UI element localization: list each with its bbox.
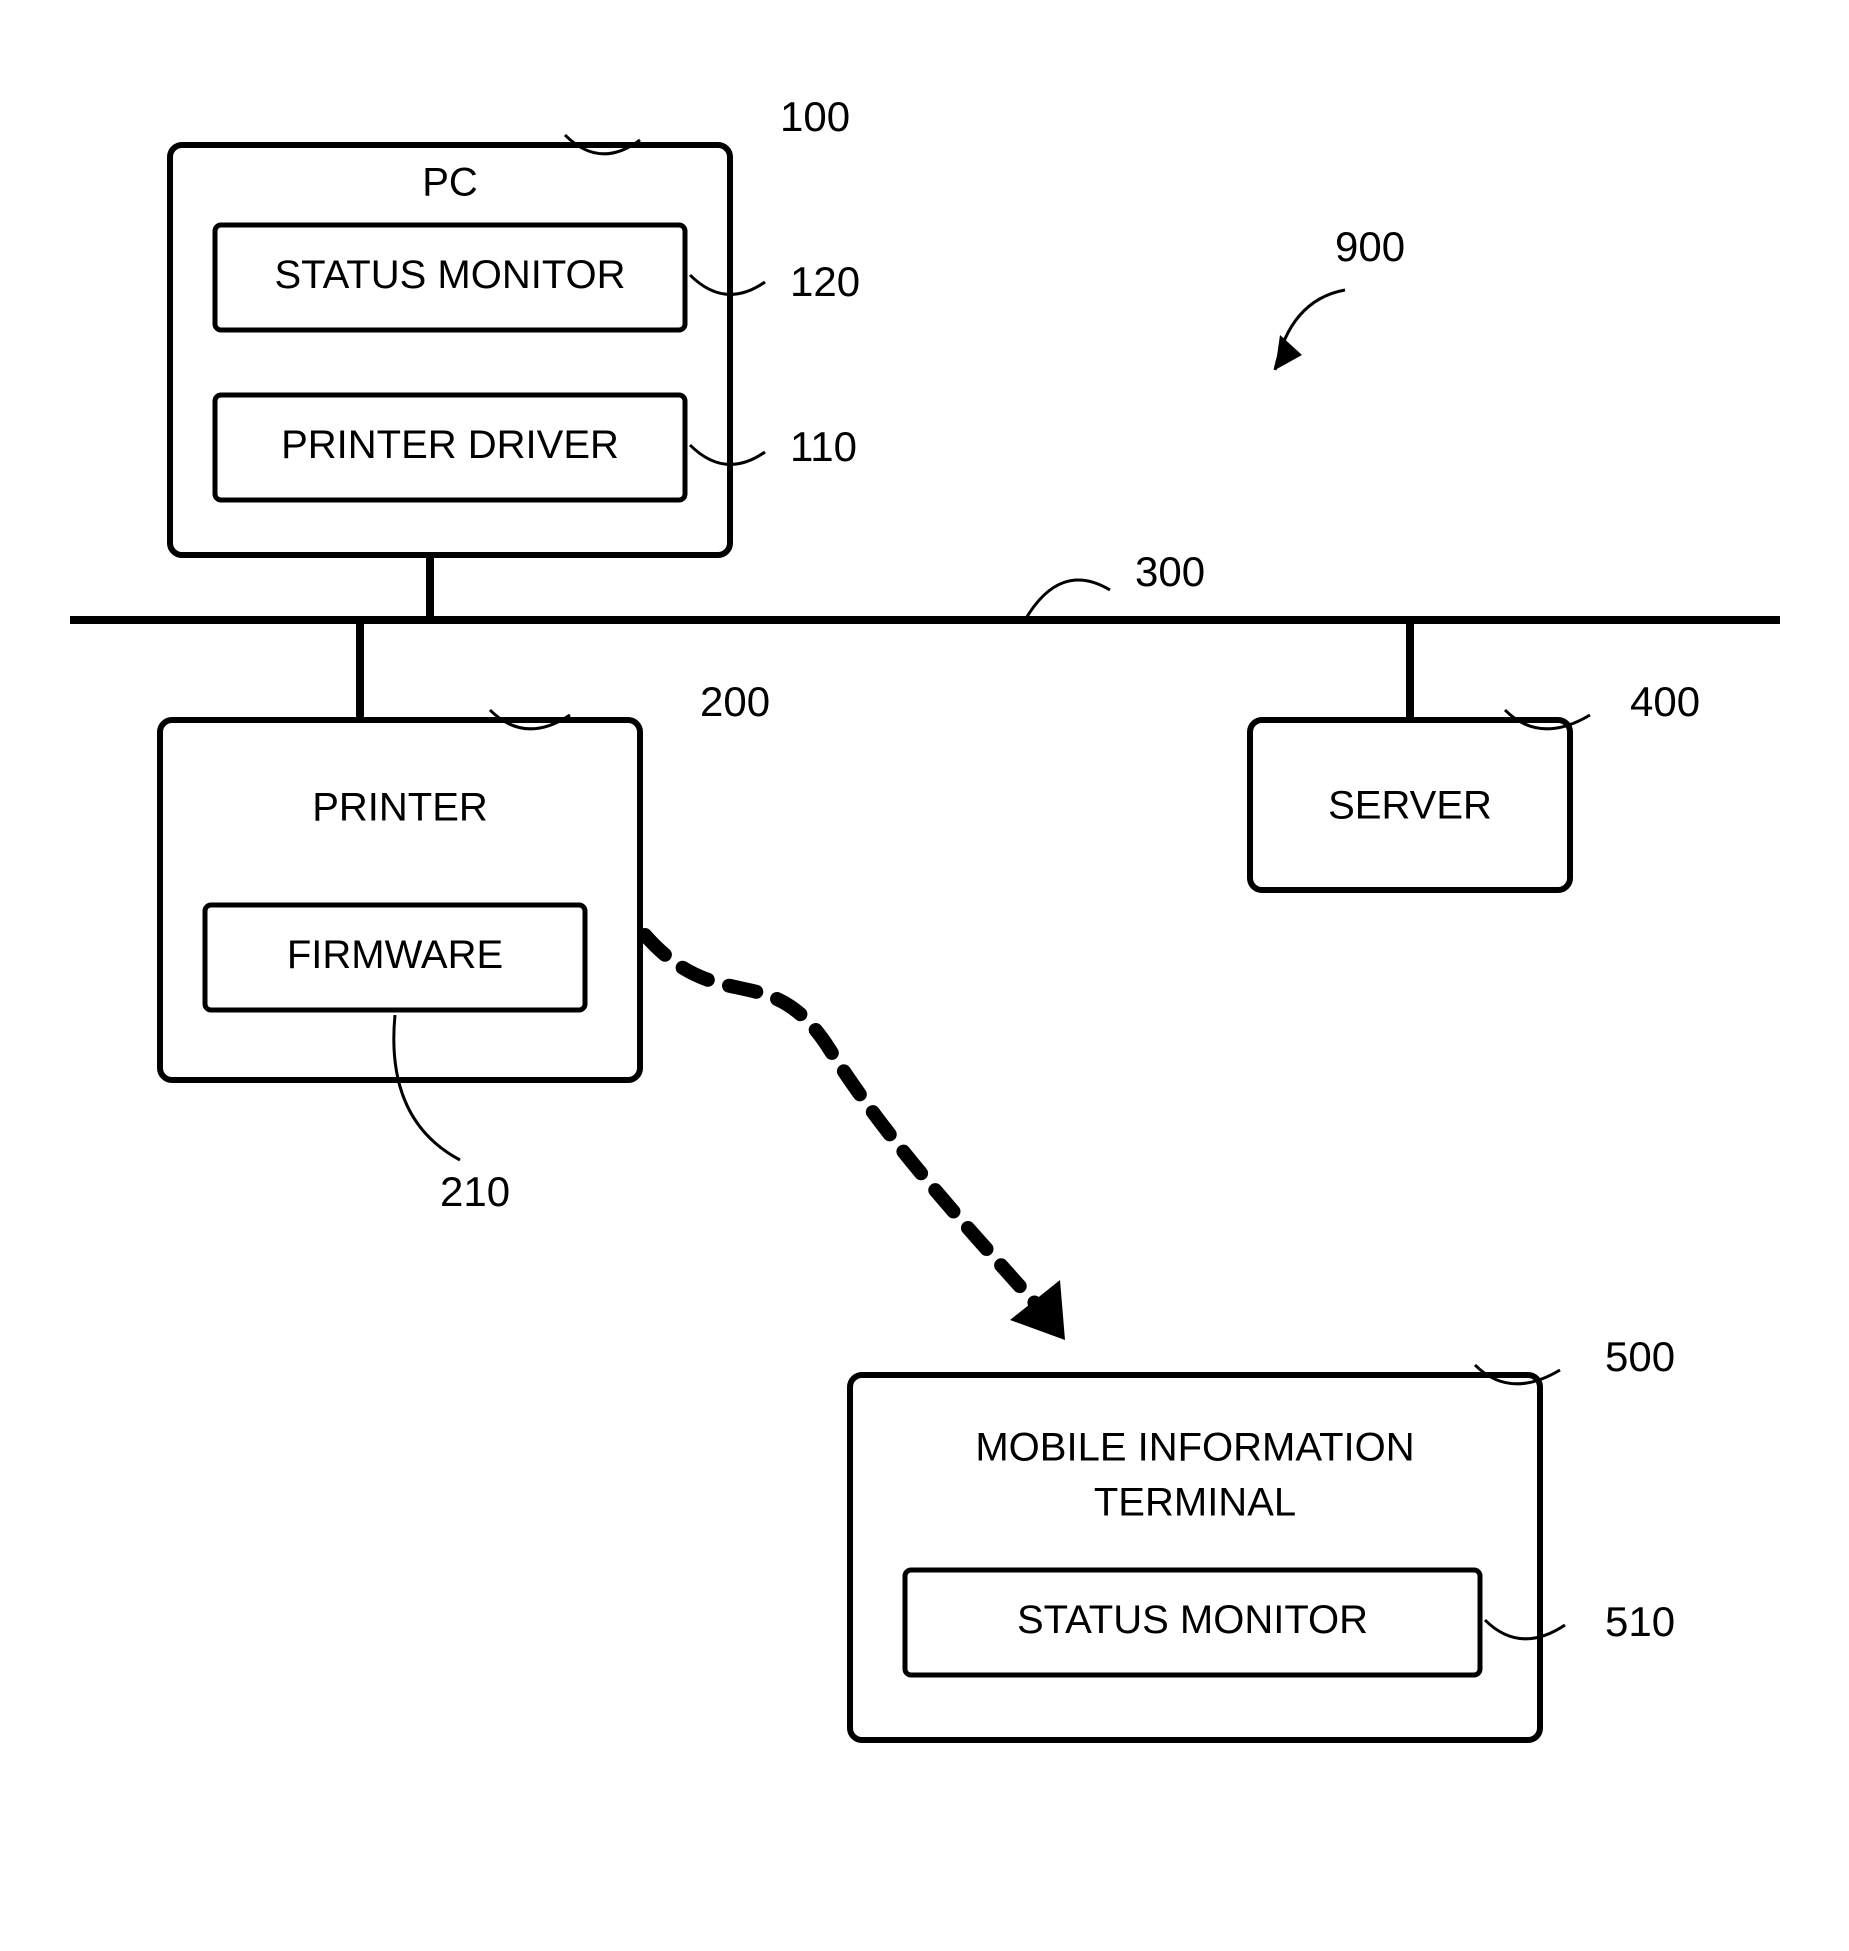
- mobile-label-line2: TERMINAL: [1094, 1481, 1296, 1525]
- printer-label: PRINTER: [312, 786, 488, 830]
- ref-900: 900: [1335, 223, 1405, 270]
- status_monitor_mobile-label: STATUS MONITOR: [1017, 1598, 1368, 1642]
- firmware-label: FIRMWARE: [287, 933, 503, 977]
- diagram-canvas: 300 PC 100 STATUS MONITOR 120 PRINTER DRIVER 1…: [0, 0, 1849, 1951]
- ref-510: 510: [1605, 1598, 1675, 1645]
- printer-box: [160, 720, 640, 1080]
- printer_driver-label: PRINTER DRIVER: [281, 423, 619, 467]
- ref-300: 300: [1135, 548, 1205, 595]
- ref-400: 400: [1630, 678, 1700, 725]
- pc-label: PC: [422, 161, 478, 205]
- ref-100: 100: [780, 93, 850, 140]
- server-label: SERVER: [1328, 784, 1492, 828]
- ref-120: 120: [790, 258, 860, 305]
- status_monitor_pc-label: STATUS MONITOR: [274, 253, 625, 297]
- arrowhead-system: [1275, 335, 1302, 370]
- ref-110: 110: [790, 423, 857, 470]
- ref-200: 200: [700, 678, 770, 725]
- ref-210: 210: [440, 1168, 510, 1215]
- leader-bus: [1025, 580, 1110, 620]
- mobile-label-line1: MOBILE INFORMATION: [975, 1426, 1414, 1470]
- wireless-link: [645, 935, 1050, 1320]
- ref-500: 500: [1605, 1333, 1675, 1380]
